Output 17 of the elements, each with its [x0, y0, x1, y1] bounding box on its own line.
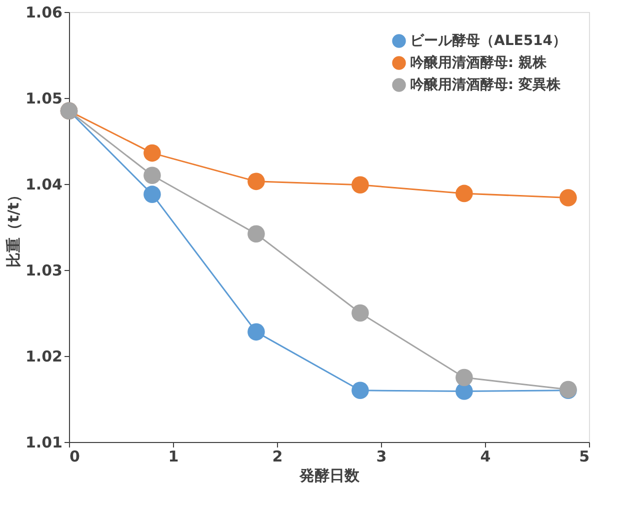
y-tick-label: 1.01 [25, 434, 62, 452]
y-tick-label: 1.03 [25, 262, 62, 280]
y-tick-label: 1.06 [25, 4, 62, 22]
y-tick-label: 1.04 [25, 176, 62, 194]
x-axis-title: 発酵日数 [298, 466, 360, 484]
x-tick-label: 5 [579, 448, 590, 466]
y-tick-label: 1.02 [25, 348, 62, 366]
x-tick-label: 2 [272, 448, 283, 466]
y-axis-title: 比重（t/t） [4, 188, 22, 268]
x-tick-label: 4 [480, 448, 491, 466]
y-tick-label: 1.05 [25, 90, 62, 108]
legend-label: 吟醸用清酒酵母: 親株 [410, 54, 548, 71]
legend-label: ビール酵母（ALE514） [410, 33, 567, 49]
legend-label: 吟醸用清酒酵母: 変異株 [410, 76, 562, 93]
x-tick-label: 1 [168, 448, 179, 466]
x-tick-label: 3 [376, 448, 387, 466]
x-tick-label: 0 [70, 448, 80, 466]
